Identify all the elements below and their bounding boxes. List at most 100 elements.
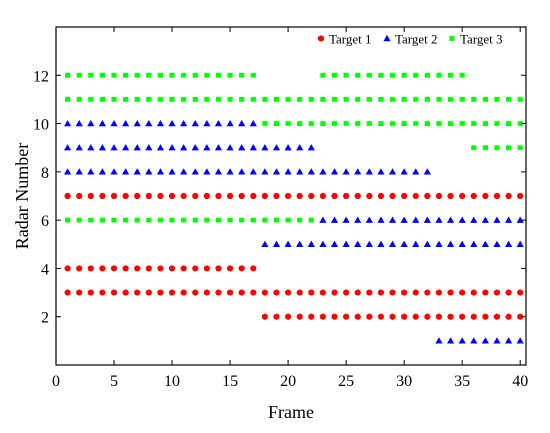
data-point bbox=[204, 72, 210, 78]
data-point bbox=[75, 119, 83, 127]
x-tick-label: 30 bbox=[396, 373, 412, 390]
data-point bbox=[145, 168, 153, 175]
series-2 bbox=[64, 119, 524, 344]
data-point bbox=[99, 97, 106, 102]
data-point bbox=[343, 97, 349, 102]
data-point bbox=[400, 240, 408, 247]
data-point bbox=[401, 289, 408, 296]
data-point bbox=[180, 192, 187, 200]
data-point bbox=[203, 192, 210, 200]
data-point bbox=[64, 144, 72, 151]
data-point bbox=[168, 168, 176, 175]
data-point bbox=[470, 313, 477, 320]
data-point bbox=[273, 313, 280, 320]
legend-label: Target 1 bbox=[329, 32, 372, 47]
data-point bbox=[493, 240, 501, 247]
data-point bbox=[180, 144, 188, 151]
data-point bbox=[226, 192, 234, 200]
data-point bbox=[261, 144, 269, 151]
legend: Target 1 Target 2 Target 3 bbox=[317, 32, 503, 47]
data-point bbox=[250, 217, 256, 223]
data-point bbox=[261, 313, 268, 320]
data-point bbox=[423, 168, 431, 175]
data-point bbox=[87, 289, 94, 296]
data-point bbox=[64, 192, 71, 200]
data-point bbox=[319, 313, 327, 320]
data-point bbox=[285, 217, 291, 223]
data-point bbox=[389, 97, 396, 102]
data-point bbox=[181, 97, 187, 102]
data-point bbox=[180, 265, 187, 272]
data-point bbox=[169, 217, 175, 223]
data-point bbox=[157, 217, 164, 223]
data-point bbox=[413, 97, 419, 102]
data-point bbox=[343, 313, 350, 320]
data-point bbox=[122, 119, 130, 127]
data-point bbox=[388, 216, 397, 223]
data-point bbox=[272, 168, 281, 175]
data-point bbox=[308, 97, 314, 102]
data-point bbox=[76, 97, 82, 102]
data-point bbox=[470, 337, 478, 344]
data-point bbox=[459, 313, 466, 320]
data-point bbox=[99, 265, 106, 272]
data-point bbox=[342, 168, 350, 175]
data-point bbox=[424, 97, 430, 102]
data-point bbox=[505, 97, 512, 102]
data-point bbox=[156, 144, 165, 151]
data-point bbox=[331, 289, 338, 296]
data-point bbox=[227, 72, 233, 78]
data-point bbox=[354, 192, 361, 200]
data-point bbox=[331, 72, 338, 78]
data-point bbox=[319, 289, 327, 296]
data-point bbox=[354, 168, 362, 175]
data-point bbox=[238, 192, 245, 200]
data-point bbox=[320, 121, 326, 126]
y-tick-label: 6 bbox=[41, 213, 49, 230]
data-point bbox=[389, 72, 396, 78]
data-point bbox=[296, 240, 304, 247]
data-point bbox=[76, 72, 82, 78]
data-point bbox=[98, 119, 107, 127]
data-point bbox=[458, 240, 466, 247]
data-point bbox=[319, 192, 327, 200]
data-point bbox=[424, 313, 431, 320]
data-point bbox=[308, 217, 314, 223]
data-point bbox=[365, 240, 373, 247]
data-point bbox=[412, 192, 419, 200]
data-point bbox=[64, 168, 72, 175]
data-point bbox=[214, 168, 223, 175]
data-point bbox=[355, 72, 361, 78]
data-point bbox=[343, 121, 349, 126]
y-tick-label: 4 bbox=[41, 261, 49, 278]
data-point bbox=[447, 192, 454, 200]
data-point bbox=[459, 121, 465, 126]
data-point bbox=[436, 121, 442, 126]
data-point bbox=[215, 265, 222, 272]
data-point bbox=[424, 72, 430, 78]
data-point bbox=[354, 313, 361, 320]
data-point bbox=[146, 72, 152, 78]
data-point bbox=[459, 72, 465, 78]
data-point bbox=[377, 216, 385, 223]
data-point bbox=[343, 289, 350, 296]
data-point bbox=[494, 97, 500, 102]
y-tick-label: 10 bbox=[33, 117, 49, 134]
data-point bbox=[436, 72, 442, 78]
data-point bbox=[261, 168, 269, 175]
data-point bbox=[413, 72, 419, 78]
data-point bbox=[471, 97, 477, 102]
data-point bbox=[296, 168, 304, 175]
data-point bbox=[157, 192, 164, 200]
data-point bbox=[388, 240, 397, 247]
data-point bbox=[261, 192, 268, 200]
data-point bbox=[377, 289, 385, 296]
legend-marker bbox=[449, 36, 455, 41]
data-point bbox=[285, 121, 291, 126]
data-point bbox=[412, 240, 420, 247]
legend-marker bbox=[317, 35, 325, 42]
data-point bbox=[447, 121, 454, 126]
data-point bbox=[296, 313, 303, 320]
data-point bbox=[377, 313, 385, 320]
data-point bbox=[87, 265, 94, 272]
